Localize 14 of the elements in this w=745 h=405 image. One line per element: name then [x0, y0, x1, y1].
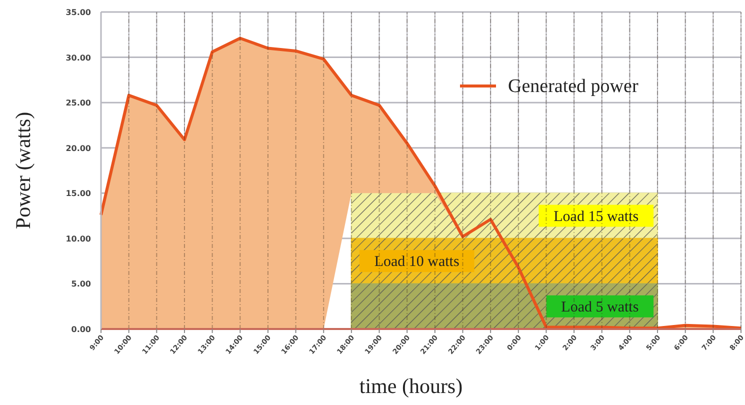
y-tick-label: 0.00	[71, 325, 92, 334]
series-label: Load 15 watts	[554, 208, 639, 225]
y-tick-label: 10.00	[66, 234, 92, 244]
legend-label: Generated power	[508, 76, 639, 97]
series-label: Load 10 watts	[374, 254, 460, 270]
y-tick-label: 5.00	[71, 280, 92, 289]
x-axis-title: time (hours)	[359, 374, 463, 398]
series-label: Load 5 watts	[561, 299, 639, 316]
y-tick-label: 20.00	[66, 144, 92, 153]
y-tick-label: 25.00	[66, 98, 92, 108]
y-tick-label: 15.00	[66, 189, 92, 198]
y-tick-label: 35.00	[66, 8, 92, 17]
y-tick-label: 30.00	[66, 53, 92, 62]
y-axis-title: Power (watts)	[11, 112, 35, 230]
